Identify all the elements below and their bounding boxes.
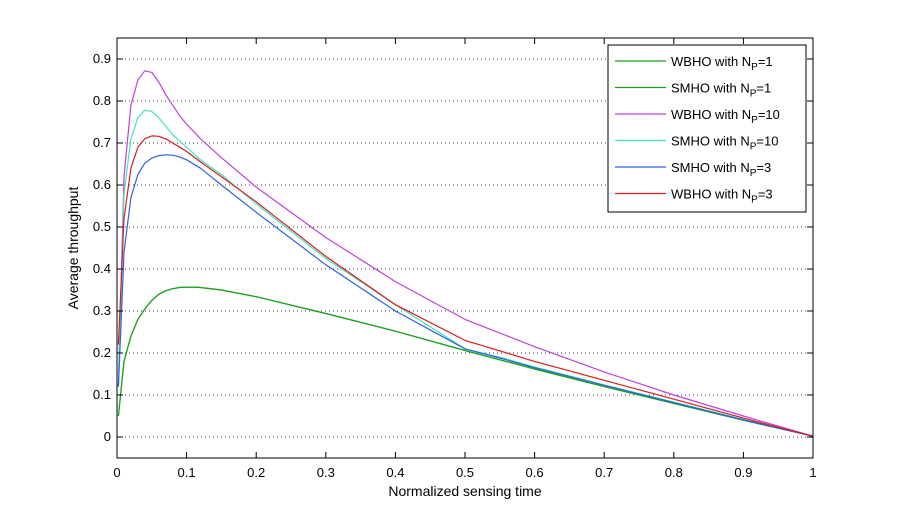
y-tick-label: 0.4: [93, 261, 111, 276]
x-tick-label: 0.1: [178, 465, 196, 480]
y-tick-label: 0.2: [93, 345, 111, 360]
series-line-3: [117, 70, 814, 437]
legend-entry: SMHO with NP=3: [671, 160, 771, 179]
legend-entry: WBHO with NP=3: [671, 187, 773, 206]
y-tick-label: 0: [104, 429, 111, 444]
y-axis-label: Average throughput: [65, 187, 81, 310]
axis-ticks: [116, 38, 814, 458]
x-tick-label: 0.9: [734, 465, 752, 480]
x-axis-label: Normalized sensing time: [388, 483, 541, 499]
legend-entry: SMHO with NP=10: [671, 134, 778, 153]
x-tick-label: 0.2: [247, 465, 265, 480]
x-tick-label: 1: [809, 465, 816, 480]
legend-entry: SMHO with NP=1: [671, 81, 771, 100]
y-tick-label: 0.1: [93, 387, 111, 402]
y-tick-labels: 0 0.1 0.2 0.3 0.4 0.5 0.6 0.7 0.8 0.9: [93, 51, 111, 444]
y-tick-label: 0.5: [93, 219, 111, 234]
x-tick-label: 0.3: [317, 465, 335, 480]
x-tick-label: 0.7: [595, 465, 613, 480]
y-tick-label: 0.9: [93, 51, 111, 66]
series-line-5: [117, 154, 814, 437]
x-tick-label: 0.5: [456, 465, 474, 480]
x-tick-label: 0: [113, 465, 120, 480]
x-tick-label: 0.4: [386, 465, 404, 480]
legend: WBHO with NP=1 SMHO with NP=1 WBHO with NP…: [607, 44, 807, 213]
y-tick-label: 0.6: [93, 177, 111, 192]
x-tick-label: 0.6: [526, 465, 544, 480]
legend-box: [607, 44, 807, 213]
y-tick-label: 0.7: [93, 135, 111, 150]
y-tick-label: 0.8: [93, 93, 111, 108]
y-tick-label: 0.3: [93, 303, 111, 318]
series-line-6: [117, 135, 814, 437]
series-line-4: [117, 109, 814, 437]
series-line-2: [117, 286, 814, 437]
legend-entry: WBHO with NP=10: [671, 107, 780, 126]
legend-entry: WBHO with NP=1: [671, 54, 773, 73]
series-lines: [117, 70, 814, 437]
x-tick-labels: 0 0.1 0.2 0.3 0.4 0.5 0.6 0.7 0.8 0.9 1: [113, 465, 816, 480]
x-tick-label: 0.8: [665, 465, 683, 480]
